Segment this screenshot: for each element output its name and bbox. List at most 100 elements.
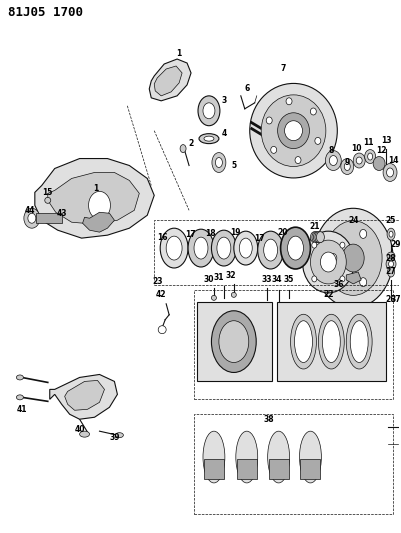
Ellipse shape xyxy=(346,314,372,369)
Ellipse shape xyxy=(350,321,368,362)
Ellipse shape xyxy=(198,96,220,126)
Text: 1: 1 xyxy=(176,49,182,58)
Ellipse shape xyxy=(219,321,249,362)
Ellipse shape xyxy=(115,433,124,438)
Text: 23: 23 xyxy=(152,277,162,286)
Text: 40: 40 xyxy=(74,425,85,434)
Text: 15: 15 xyxy=(43,188,53,197)
Bar xyxy=(237,459,257,479)
Text: 39: 39 xyxy=(109,433,119,442)
Ellipse shape xyxy=(203,431,225,483)
Ellipse shape xyxy=(288,236,304,260)
Text: 25: 25 xyxy=(386,216,396,225)
Text: 81J05 1700: 81J05 1700 xyxy=(8,6,83,19)
Text: 4: 4 xyxy=(221,129,227,138)
Text: 10: 10 xyxy=(351,144,361,153)
Ellipse shape xyxy=(302,231,354,293)
Ellipse shape xyxy=(267,431,290,483)
Ellipse shape xyxy=(383,164,397,181)
Ellipse shape xyxy=(277,113,310,149)
Ellipse shape xyxy=(320,252,336,272)
Ellipse shape xyxy=(310,232,318,243)
Ellipse shape xyxy=(389,231,393,237)
Ellipse shape xyxy=(261,95,326,166)
Text: 34: 34 xyxy=(271,276,282,285)
Polygon shape xyxy=(346,272,361,284)
Ellipse shape xyxy=(365,150,376,164)
Text: 14: 14 xyxy=(388,156,398,165)
Text: 41: 41 xyxy=(16,405,27,414)
Ellipse shape xyxy=(239,238,252,258)
Ellipse shape xyxy=(344,163,350,171)
Ellipse shape xyxy=(315,138,321,144)
Text: 22: 22 xyxy=(323,290,334,300)
Ellipse shape xyxy=(295,157,301,164)
Ellipse shape xyxy=(356,157,362,164)
Bar xyxy=(269,459,289,479)
Text: 9: 9 xyxy=(344,158,350,167)
Ellipse shape xyxy=(368,153,373,160)
Ellipse shape xyxy=(180,144,186,152)
Ellipse shape xyxy=(310,240,346,284)
Ellipse shape xyxy=(188,229,214,267)
Ellipse shape xyxy=(318,314,344,369)
Ellipse shape xyxy=(234,231,258,265)
Ellipse shape xyxy=(294,321,312,362)
Ellipse shape xyxy=(45,197,51,203)
Ellipse shape xyxy=(322,321,340,362)
Text: 28: 28 xyxy=(386,254,396,263)
Ellipse shape xyxy=(315,232,323,243)
Text: 17: 17 xyxy=(185,230,195,239)
Text: 35: 35 xyxy=(284,276,294,285)
Ellipse shape xyxy=(211,311,256,373)
Bar xyxy=(154,220,401,285)
Polygon shape xyxy=(154,66,182,96)
Ellipse shape xyxy=(324,221,382,295)
Ellipse shape xyxy=(360,278,367,287)
Text: 33: 33 xyxy=(261,276,272,285)
Ellipse shape xyxy=(329,156,337,166)
Text: 2: 2 xyxy=(188,139,194,148)
Ellipse shape xyxy=(340,242,345,248)
Ellipse shape xyxy=(342,244,364,272)
Text: 7: 7 xyxy=(281,64,286,74)
Ellipse shape xyxy=(194,237,208,259)
Polygon shape xyxy=(48,173,139,224)
Ellipse shape xyxy=(231,293,236,297)
Ellipse shape xyxy=(24,208,40,228)
Ellipse shape xyxy=(341,158,354,174)
Ellipse shape xyxy=(80,431,89,437)
Text: 8: 8 xyxy=(329,146,334,155)
Ellipse shape xyxy=(271,147,277,154)
Text: 44: 44 xyxy=(24,206,35,215)
Ellipse shape xyxy=(203,103,215,119)
Text: 30: 30 xyxy=(204,276,214,285)
Text: 1: 1 xyxy=(93,184,98,193)
Text: 42: 42 xyxy=(156,290,166,300)
Ellipse shape xyxy=(386,258,396,270)
Ellipse shape xyxy=(281,227,310,269)
Ellipse shape xyxy=(387,267,395,277)
Text: 43: 43 xyxy=(57,209,67,218)
Ellipse shape xyxy=(217,237,231,259)
Ellipse shape xyxy=(300,431,321,483)
Ellipse shape xyxy=(211,230,236,266)
Ellipse shape xyxy=(353,153,365,168)
Ellipse shape xyxy=(312,276,317,282)
Ellipse shape xyxy=(264,239,277,261)
Ellipse shape xyxy=(360,229,367,238)
Bar xyxy=(197,302,271,382)
Ellipse shape xyxy=(316,232,324,243)
Ellipse shape xyxy=(285,121,302,141)
Text: 37: 37 xyxy=(391,295,401,304)
Bar xyxy=(300,459,320,479)
Text: 27: 27 xyxy=(386,268,396,277)
Ellipse shape xyxy=(166,236,182,260)
Ellipse shape xyxy=(250,84,337,178)
Bar xyxy=(194,290,393,399)
Polygon shape xyxy=(50,375,117,419)
Ellipse shape xyxy=(373,157,385,171)
Ellipse shape xyxy=(215,158,223,167)
Polygon shape xyxy=(65,381,105,410)
Text: 6: 6 xyxy=(244,84,249,93)
